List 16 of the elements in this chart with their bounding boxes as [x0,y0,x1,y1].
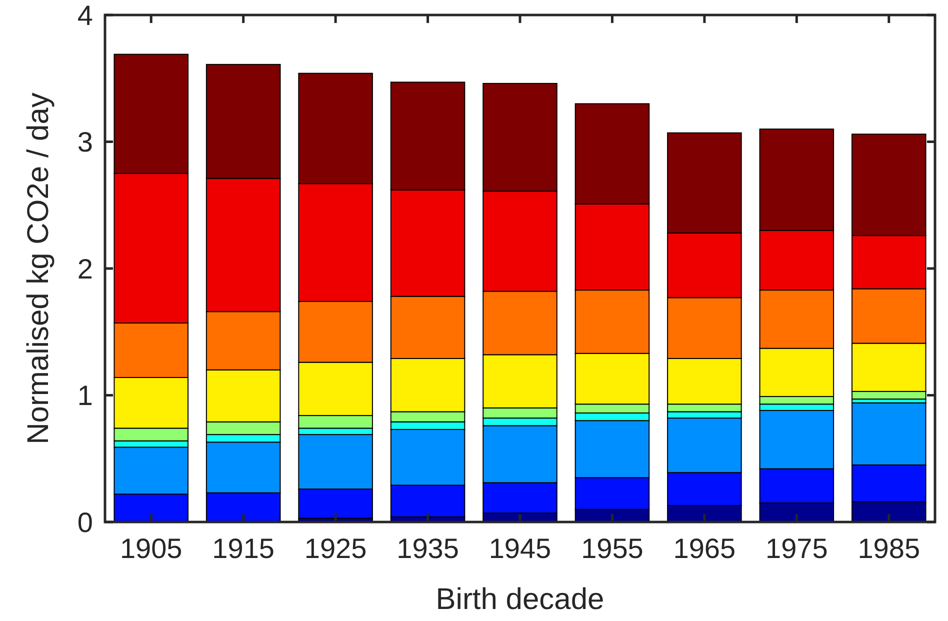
y-tick-label: 2 [77,253,93,284]
x-tick-label: 1925 [304,533,367,564]
x-tick-label: 1955 [581,533,644,564]
y-tick-label: 4 [77,0,93,31]
x-axis-title: Birth decade [436,583,604,616]
x-tick-label: 1915 [212,533,274,564]
x-tick-label: 1975 [766,533,828,564]
x-tick-label: 1935 [396,533,459,564]
x-tick-label: 1965 [673,533,736,564]
y-tick-label: 0 [77,506,93,538]
x-tick-label: 1945 [488,533,552,564]
x-tick-label: 1905 [120,533,182,564]
x-tick-label: 1985 [858,533,920,564]
y-axis-title: Normalised kg CO2e / day [22,92,55,444]
y-tick-label: 3 [77,126,93,158]
y-tick-label: 1 [77,380,93,412]
